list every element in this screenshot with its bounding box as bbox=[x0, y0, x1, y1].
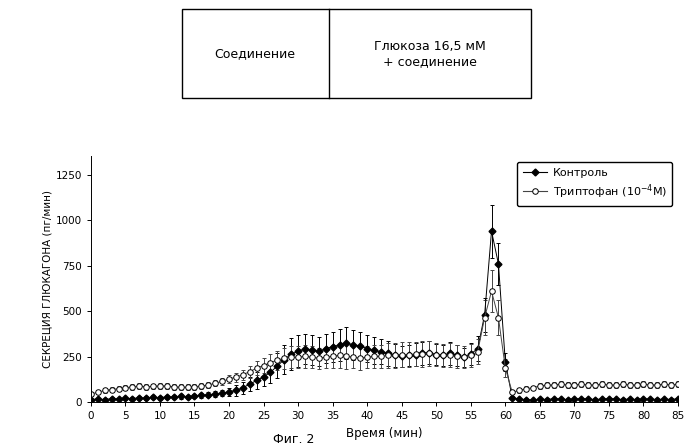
Text: Соединение: Соединение bbox=[215, 47, 296, 60]
X-axis label: Время (мин): Время (мин) bbox=[346, 427, 423, 440]
Y-axis label: СЕКРЕЦИЯ ГЛЮКАГОНА (пг/мин): СЕКРЕЦИЯ ГЛЮКАГОНА (пг/мин) bbox=[43, 190, 52, 368]
Legend: Контроль, Триптофан (10$^{-4}$М): Контроль, Триптофан (10$^{-4}$М) bbox=[517, 162, 672, 206]
Text: Фиг. 2: Фиг. 2 bbox=[273, 433, 315, 446]
Text: Глюкоза 16,5 мМ
+ соединение: Глюкоза 16,5 мМ + соединение bbox=[374, 40, 486, 67]
